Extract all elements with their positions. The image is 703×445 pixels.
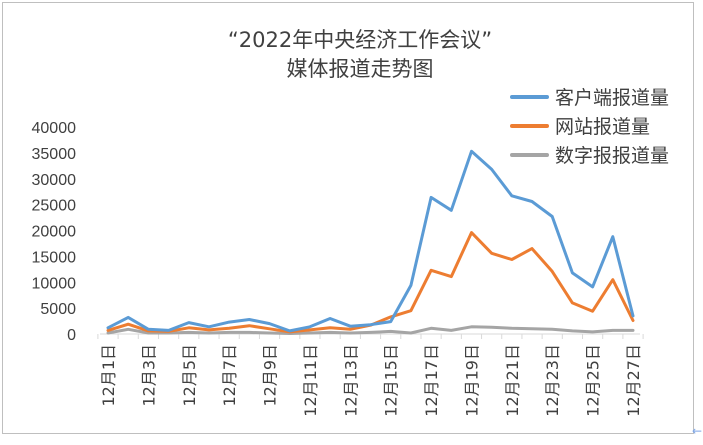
series-line-0 [106, 149, 635, 333]
y-tick-label: 30000 [32, 172, 77, 189]
series-line-1 [106, 231, 635, 334]
x-tick-label: 12月17日 [422, 344, 441, 417]
x-tick-label: 12月13日 [341, 344, 360, 417]
x-tick-label: 12月5日 [180, 344, 199, 407]
x-tick-label: 12月7日 [220, 344, 239, 407]
y-axis: 0 5000 10000 15000 20000 25000 30000 35000 40000 [32, 120, 77, 344]
y-tick-label: 5000 [40, 301, 76, 318]
x-tick-label: 12月1日 [99, 344, 118, 407]
y-tick-label: 25000 [32, 198, 77, 215]
x-tick-label: 12月11日 [301, 344, 320, 417]
series-line-2 [106, 325, 635, 335]
x-axis: 12月1日 12月3日 12月5日 12月7日 12月9日 12月11日 12月13日 12月… [97, 333, 644, 417]
x-tick-label: 12月27日 [624, 344, 643, 417]
legend-label: 网站报道量 [555, 116, 650, 138]
chart-frame [2, 2, 694, 434]
y-tick-label: 40000 [32, 120, 77, 137]
x-tick-label: 12月25日 [584, 344, 603, 417]
y-tick-label: 15000 [32, 249, 77, 266]
x-tick-label: 12月3日 [139, 344, 158, 407]
y-tick-label: 35000 [32, 146, 77, 163]
y-tick-label: 20000 [32, 224, 77, 241]
x-tick-label: 12月9日 [261, 344, 280, 407]
x-tick-label: 12月19日 [462, 344, 481, 417]
y-tick-label: 10000 [32, 275, 77, 292]
x-tick-label: 12月15日 [382, 344, 401, 417]
chart-title: “2022年中央经济工作会议” [228, 28, 492, 52]
legend-label: 客户端报道量 [555, 87, 669, 109]
series-layer [106, 149, 635, 335]
legend-label: 数字报报道量 [555, 145, 669, 167]
chart-subtitle: 媒体报道走势图 [287, 57, 434, 81]
x-tick-label: 12月21日 [503, 344, 522, 417]
left-arrow-icon: ← [692, 424, 703, 438]
x-tick-label: 12月23日 [543, 344, 562, 417]
y-tick-label: 0 [67, 327, 76, 344]
